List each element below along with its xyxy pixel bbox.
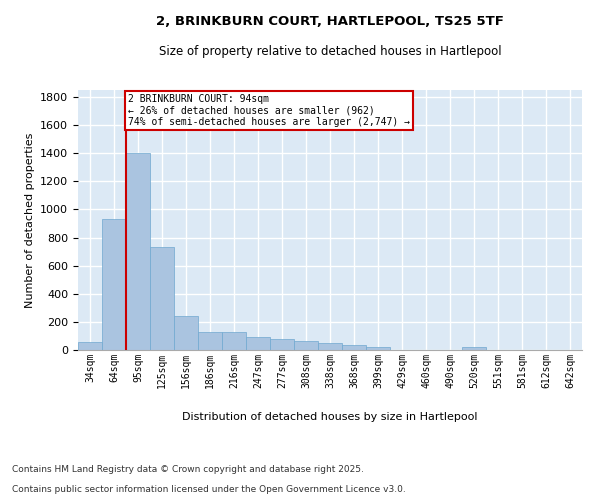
Bar: [270, 339, 294, 350]
Text: Size of property relative to detached houses in Hartlepool: Size of property relative to detached ho…: [158, 45, 502, 58]
Bar: [366, 347, 390, 350]
Bar: [126, 153, 150, 350]
Bar: [198, 332, 222, 350]
Bar: [174, 316, 198, 350]
Bar: [246, 338, 270, 350]
Bar: [318, 343, 342, 350]
Text: 2, BRINKBURN COURT, HARTLEPOOL, TS25 5TF: 2, BRINKBURN COURT, HARTLEPOOL, TS25 5TF: [156, 15, 504, 28]
Text: Distribution of detached houses by size in Hartlepool: Distribution of detached houses by size …: [182, 412, 478, 422]
Text: 2 BRINKBURN COURT: 94sqm
← 26% of detached houses are smaller (962)
74% of semi-: 2 BRINKBURN COURT: 94sqm ← 26% of detach…: [128, 94, 410, 128]
Text: Contains HM Land Registry data © Crown copyright and database right 2025.: Contains HM Land Registry data © Crown c…: [12, 465, 364, 474]
Bar: [150, 248, 174, 350]
Bar: [222, 332, 246, 350]
Bar: [78, 342, 102, 350]
Y-axis label: Number of detached properties: Number of detached properties: [25, 132, 35, 308]
Text: Contains public sector information licensed under the Open Government Licence v3: Contains public sector information licen…: [12, 485, 406, 494]
Bar: [102, 220, 126, 350]
Bar: [294, 341, 318, 350]
Bar: [462, 347, 486, 350]
Bar: [342, 345, 366, 350]
